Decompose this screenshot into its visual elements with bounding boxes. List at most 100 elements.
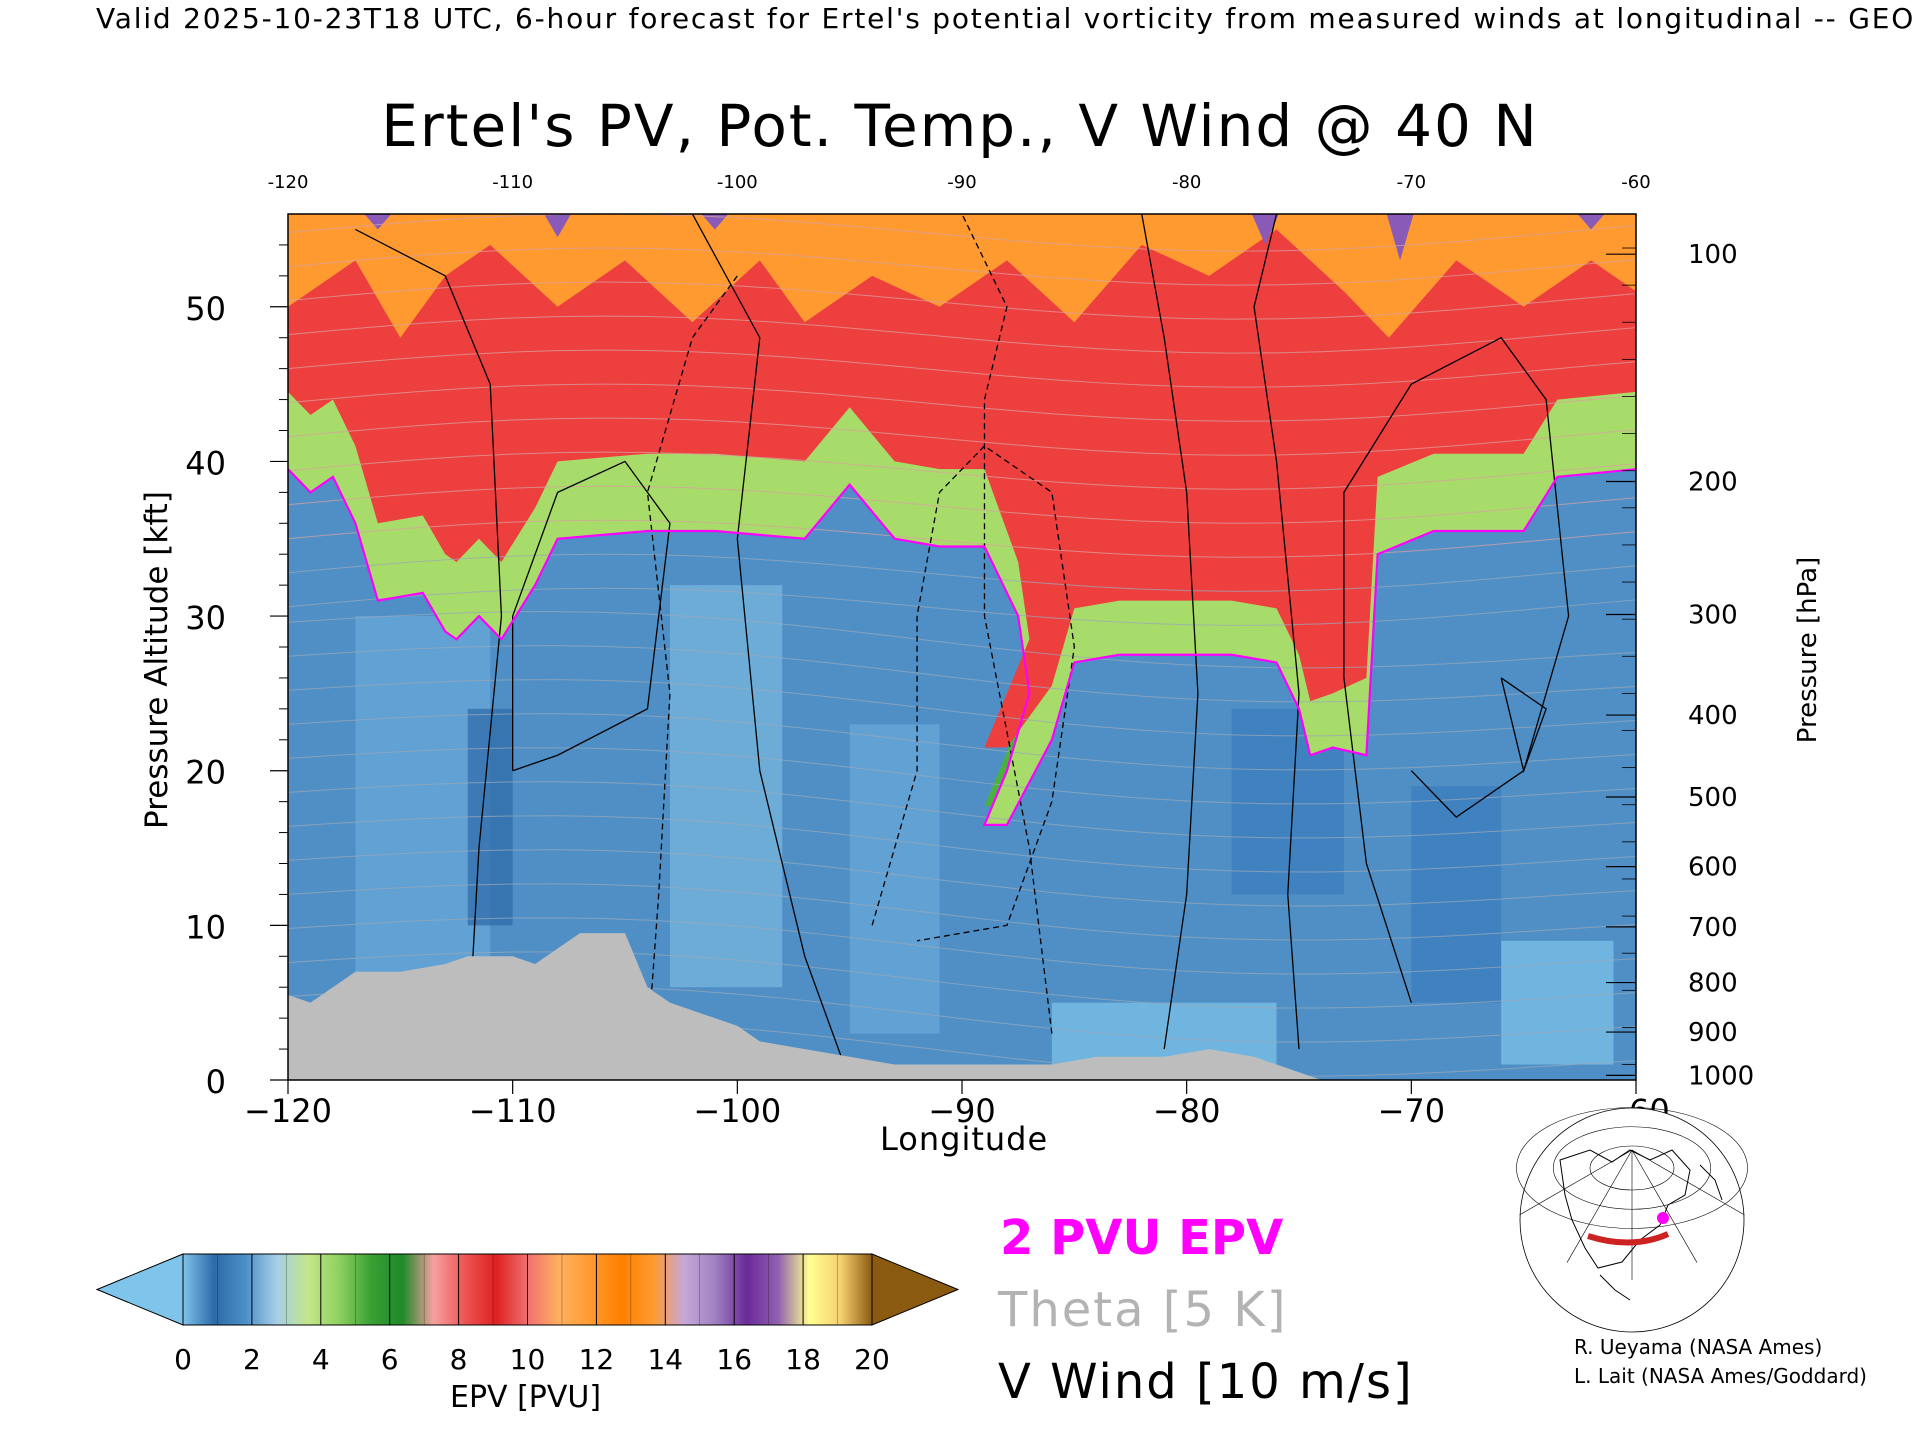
high-pv-spike bbox=[1577, 214, 1605, 230]
y-axis-label: Pressure Altitude [kft] bbox=[139, 491, 175, 829]
v-wind-contour bbox=[961, 214, 1053, 1034]
theta-contour bbox=[288, 553, 1636, 592]
top-axis-ticks: -120 -110 -100 -90 -80 -70 -60 bbox=[268, 172, 1651, 193]
credit-line-1: R. Ueyama (NASA Ames) bbox=[1574, 1335, 1823, 1359]
colorbar-tick-label: 0 bbox=[174, 1343, 192, 1376]
pressure-tick-label: 500 bbox=[1688, 783, 1738, 813]
theta-contour bbox=[288, 214, 1636, 252]
pressure-tick-label: 1000 bbox=[1688, 1061, 1754, 1091]
high-pv-spike bbox=[544, 214, 572, 238]
colorbar-tick-label: 10 bbox=[510, 1343, 546, 1376]
y-tick-label: 20 bbox=[185, 754, 226, 792]
upper-orange-band bbox=[288, 214, 1636, 338]
pressure-tick-label: 600 bbox=[1688, 853, 1738, 883]
x-tick-label: −80 bbox=[1153, 1092, 1221, 1130]
x-tick-label: −110 bbox=[469, 1092, 557, 1130]
v-wind-contour bbox=[691, 214, 851, 1080]
x-tick-label: −90 bbox=[928, 1092, 996, 1130]
top-tick-label: -60 bbox=[1621, 172, 1650, 193]
theta-contour bbox=[288, 951, 1636, 1009]
colorbar-tick-label: 6 bbox=[381, 1343, 399, 1376]
inset-cross-section-track bbox=[1587, 1231, 1670, 1246]
credit-line-2: L. Lait (NASA Ames/Goddard) bbox=[1574, 1364, 1867, 1388]
legend-2pvu: 2 PVU EPV bbox=[1000, 1210, 1284, 1266]
theta-contour bbox=[288, 815, 1636, 873]
high-pv-spike bbox=[1386, 214, 1414, 261]
theta-contour bbox=[288, 587, 1636, 626]
pressure-axis-ticks: 100 200 300 400 500 600 700 800 900 1000 bbox=[1606, 240, 1754, 1091]
colorbar-tick-label: 18 bbox=[785, 1343, 821, 1376]
plot-area bbox=[288, 214, 1636, 1080]
inset-location-marker bbox=[1657, 1212, 1669, 1224]
colorbar-tick-label: 8 bbox=[450, 1343, 468, 1376]
y-tick-label: 50 bbox=[185, 290, 226, 328]
high-pv-spike bbox=[364, 214, 392, 230]
v-wind-contour bbox=[646, 275, 738, 1050]
top-tick-label: -80 bbox=[1172, 172, 1201, 193]
top-tick-label: -90 bbox=[947, 172, 976, 193]
v-wind-contour bbox=[512, 460, 671, 772]
y-tick-label: 30 bbox=[185, 599, 226, 637]
theta-contour bbox=[288, 451, 1636, 490]
theta-contour bbox=[288, 519, 1636, 558]
inset-meridian bbox=[1631, 1149, 1745, 1216]
v-wind-contour bbox=[1343, 336, 1570, 1003]
left-axis-ticks: 0 10 20 30 40 50 bbox=[185, 244, 288, 1101]
pressure-tick-label: 100 bbox=[1688, 240, 1738, 270]
troposphere-patch bbox=[1501, 940, 1614, 1065]
v-wind-contour bbox=[1253, 214, 1300, 1050]
theta-contour bbox=[288, 315, 1636, 354]
valid-time-header: Valid 2025-10-23T18 UTC, 6-hour forecast… bbox=[96, 2, 1916, 35]
theta-contour bbox=[288, 417, 1636, 456]
inset-graticule bbox=[1516, 1107, 1748, 1280]
x-tick-label: −120 bbox=[244, 1092, 332, 1130]
troposphere-patch bbox=[849, 724, 940, 1034]
y-tick-label: 0 bbox=[206, 1063, 226, 1101]
inset-meridian bbox=[1631, 1149, 1698, 1263]
theta-contour bbox=[288, 349, 1636, 388]
inset-meridian bbox=[1566, 1149, 1633, 1263]
2pvu-contour bbox=[288, 468, 1636, 826]
high-pv-spike bbox=[701, 214, 729, 230]
theta-contour bbox=[288, 781, 1636, 839]
x-axis-label: Longitude bbox=[880, 1120, 1049, 1158]
v-wind-contour bbox=[1500, 677, 1547, 773]
top-tick-label: -100 bbox=[717, 172, 758, 193]
theta-contour bbox=[288, 485, 1636, 524]
troposphere-patch bbox=[1411, 786, 1502, 1003]
colorbar-tick-label: 4 bbox=[312, 1343, 330, 1376]
high-pv-spikes bbox=[364, 214, 1605, 261]
colorbar-over-arrow bbox=[871, 1253, 960, 1326]
top-tick-label: -70 bbox=[1397, 172, 1426, 193]
theta-contour bbox=[288, 611, 1636, 669]
top-tick-label: -110 bbox=[492, 172, 533, 193]
colorbar-tick-label: 12 bbox=[579, 1343, 615, 1376]
colorbar-label: EPV [PVU] bbox=[450, 1380, 602, 1415]
colorbar-tick-label: 20 bbox=[854, 1343, 890, 1376]
x-tick-label: −100 bbox=[693, 1092, 781, 1130]
legend-theta: Theta [5 K] bbox=[998, 1282, 1288, 1338]
colorbar-tick-label: 14 bbox=[647, 1343, 683, 1376]
terrain-mask bbox=[288, 933, 1322, 1080]
top-tick-label: -120 bbox=[268, 172, 309, 193]
y-tick-label: 40 bbox=[185, 444, 226, 482]
theta-contour bbox=[288, 247, 1636, 286]
pressure-axis-label: Pressure [hPa] bbox=[1793, 556, 1823, 744]
pressure-tick-label: 300 bbox=[1688, 601, 1738, 631]
x-tick-label: −70 bbox=[1378, 1092, 1446, 1130]
inset-coastlines bbox=[1559, 1149, 1723, 1301]
location-inset-map bbox=[1516, 1107, 1748, 1333]
pressure-tick-label: 400 bbox=[1688, 701, 1738, 731]
pressure-tick-label: 900 bbox=[1688, 1018, 1738, 1048]
high-pv-spike bbox=[1251, 214, 1279, 245]
plot-title: Ertel's PV, Pot. Temp., V Wind @ 40 N bbox=[381, 92, 1539, 160]
v-wind-contour bbox=[355, 228, 503, 1050]
colorbar-tick-label: 16 bbox=[716, 1343, 752, 1376]
colorbar: 0 2 4 6 8 10 12 14 16 18 20 bbox=[95, 1253, 960, 1376]
pressure-tick-label: 700 bbox=[1688, 913, 1738, 943]
colorbar-tick-label: 2 bbox=[243, 1343, 261, 1376]
v-wind-contour bbox=[1141, 214, 1199, 1050]
colorbar-under-arrow bbox=[95, 1253, 184, 1326]
